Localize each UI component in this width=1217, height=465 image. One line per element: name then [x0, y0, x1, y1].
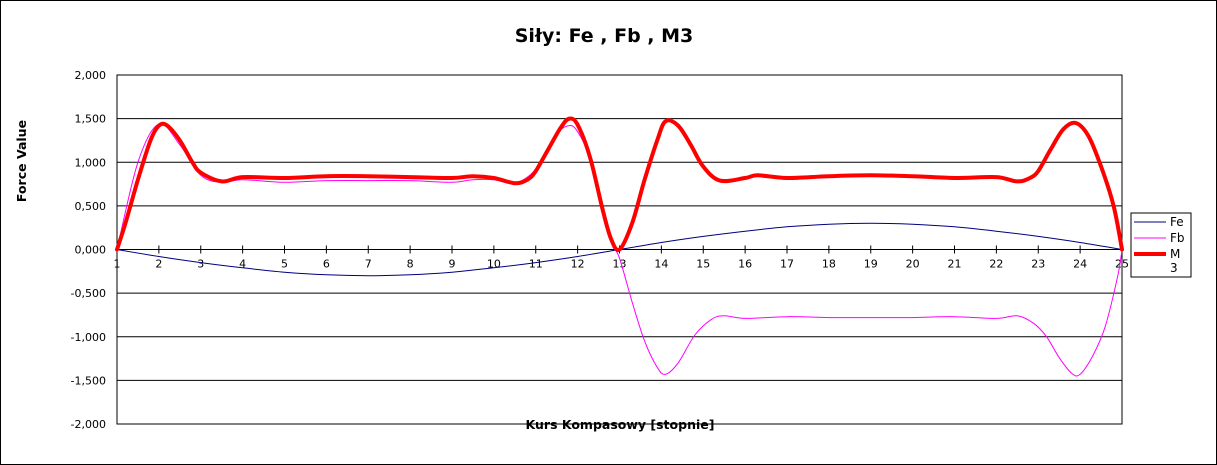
y-tick-label: -0,500	[71, 287, 106, 300]
legend-label-fb: Fb	[1170, 231, 1185, 245]
x-tick-label: 21	[948, 258, 962, 271]
y-tick-labels: 2,000 1,500 1,000 0,500 0,000 -0,500 -1,000 -1,…	[71, 69, 106, 431]
legend: Fe Fb M 3	[1130, 212, 1192, 278]
series-line-fb	[116, 123, 1123, 377]
x-tick-label: 11	[529, 258, 543, 271]
y-tick-label: 1,000	[75, 156, 107, 169]
x-tick-label: 19	[864, 258, 878, 271]
y-tick-label: 0,500	[75, 200, 107, 213]
y-tick-label: 1,500	[75, 113, 107, 126]
x-tick-label: 17	[780, 258, 794, 271]
legend-label-m3-sub: 3	[1170, 261, 1178, 275]
x-tick-label: 4	[239, 258, 246, 271]
x-tick-label: 15	[696, 258, 710, 271]
legend-box	[1130, 212, 1192, 278]
chart-title: Siły: Fe , Fb , M3	[515, 25, 694, 47]
x-tick-labels: 1 2 3 4 5 6 7 8 9 10 11 12 13 14 15 16 17 18 19 20 21 22 23 24 2…	[114, 258, 1130, 271]
x-tick-label: 3	[197, 258, 204, 271]
y-tick-label: 2,000	[75, 69, 107, 82]
x-tick-label: 7	[365, 258, 372, 271]
y-axis-title: Force Value	[14, 120, 29, 202]
legend-label-fe: Fe	[1170, 215, 1184, 229]
x-tick-label: 22	[989, 258, 1003, 271]
x-tick-label: 6	[323, 258, 330, 271]
x-tick-label: 5	[281, 258, 288, 271]
x-tick-label: 14	[654, 258, 668, 271]
x-tick-label: 8	[407, 258, 414, 271]
y-tick-label: -1,500	[71, 374, 106, 387]
y-tick-label: -2,000	[71, 418, 106, 431]
series-layer	[115, 116, 1124, 377]
x-tick-label: 12	[571, 258, 585, 271]
x-tick-label: 16	[738, 258, 752, 271]
x-tick-label: 24	[1073, 258, 1087, 271]
x-tick-label: 23	[1031, 258, 1045, 271]
y-tick-label: 0,000	[75, 244, 107, 257]
series-line-m3	[115, 116, 1124, 253]
x-tick-label: 9	[449, 258, 456, 271]
x-tick-label: 2	[155, 258, 162, 271]
x-tick-label: 20	[906, 258, 920, 271]
x-tick-label: 18	[822, 258, 836, 271]
x-tick-label: 13	[613, 258, 627, 271]
y-tick-label: -1,000	[71, 331, 106, 344]
x-axis-title: Kurs Kompasowy [stopnie]	[526, 417, 715, 432]
legend-label-m3: M	[1170, 247, 1180, 261]
